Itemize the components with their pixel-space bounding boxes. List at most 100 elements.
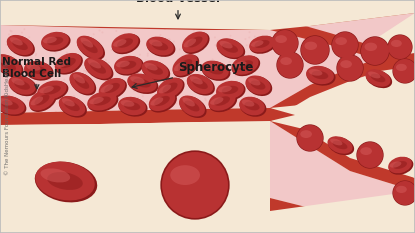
- Ellipse shape: [390, 161, 401, 168]
- Ellipse shape: [204, 98, 206, 99]
- Ellipse shape: [232, 50, 234, 52]
- Ellipse shape: [71, 57, 73, 59]
- Ellipse shape: [1, 100, 19, 110]
- Ellipse shape: [85, 58, 113, 80]
- Ellipse shape: [171, 110, 173, 111]
- Ellipse shape: [225, 89, 227, 90]
- Ellipse shape: [97, 106, 99, 109]
- Ellipse shape: [187, 74, 215, 96]
- Ellipse shape: [0, 59, 16, 71]
- Ellipse shape: [21, 32, 23, 34]
- Ellipse shape: [59, 96, 87, 118]
- Ellipse shape: [356, 141, 383, 169]
- Ellipse shape: [12, 60, 14, 62]
- Ellipse shape: [27, 99, 29, 101]
- Ellipse shape: [179, 96, 205, 116]
- Polygon shape: [270, 16, 415, 70]
- Ellipse shape: [228, 61, 230, 63]
- Ellipse shape: [70, 72, 96, 96]
- Ellipse shape: [93, 107, 95, 109]
- Ellipse shape: [5, 103, 7, 105]
- Ellipse shape: [257, 82, 259, 84]
- Ellipse shape: [201, 61, 229, 79]
- Ellipse shape: [69, 72, 95, 94]
- Ellipse shape: [51, 100, 53, 103]
- Ellipse shape: [208, 91, 235, 111]
- Ellipse shape: [6, 71, 8, 73]
- Ellipse shape: [31, 96, 43, 105]
- Ellipse shape: [173, 97, 176, 99]
- Ellipse shape: [221, 54, 223, 56]
- Ellipse shape: [159, 34, 161, 36]
- Ellipse shape: [195, 45, 197, 47]
- Ellipse shape: [118, 110, 120, 112]
- Ellipse shape: [35, 87, 37, 89]
- Ellipse shape: [73, 74, 85, 83]
- Ellipse shape: [0, 56, 11, 65]
- Ellipse shape: [23, 28, 25, 30]
- Ellipse shape: [113, 95, 115, 97]
- Ellipse shape: [254, 35, 256, 38]
- Ellipse shape: [55, 53, 81, 73]
- Ellipse shape: [11, 64, 13, 66]
- Ellipse shape: [237, 60, 253, 70]
- Ellipse shape: [188, 51, 190, 53]
- Ellipse shape: [199, 49, 201, 51]
- Ellipse shape: [309, 69, 322, 76]
- Ellipse shape: [7, 35, 35, 57]
- Ellipse shape: [242, 84, 244, 86]
- Ellipse shape: [149, 91, 177, 113]
- Ellipse shape: [388, 157, 412, 173]
- Ellipse shape: [236, 69, 238, 70]
- Ellipse shape: [182, 31, 208, 52]
- Ellipse shape: [121, 100, 134, 107]
- Ellipse shape: [217, 39, 245, 59]
- Ellipse shape: [306, 66, 334, 84]
- Ellipse shape: [371, 74, 386, 82]
- Ellipse shape: [276, 51, 304, 79]
- Ellipse shape: [99, 79, 127, 99]
- Ellipse shape: [154, 73, 156, 75]
- Ellipse shape: [112, 34, 140, 54]
- Ellipse shape: [55, 53, 83, 75]
- Ellipse shape: [83, 108, 85, 110]
- Ellipse shape: [78, 114, 80, 116]
- Ellipse shape: [43, 86, 61, 95]
- Ellipse shape: [35, 54, 37, 56]
- Ellipse shape: [214, 96, 230, 106]
- Ellipse shape: [227, 54, 228, 56]
- Ellipse shape: [357, 142, 383, 168]
- Ellipse shape: [63, 110, 66, 112]
- Ellipse shape: [56, 71, 58, 73]
- Ellipse shape: [88, 100, 89, 102]
- Ellipse shape: [340, 60, 352, 68]
- Ellipse shape: [36, 72, 38, 74]
- Ellipse shape: [24, 61, 54, 81]
- Text: © The Nemours Foundation/KidsHealth®: © The Nemours Foundation/KidsHealth®: [5, 61, 10, 175]
- Ellipse shape: [35, 161, 95, 200]
- Ellipse shape: [130, 76, 145, 83]
- Ellipse shape: [162, 82, 178, 93]
- Ellipse shape: [35, 53, 37, 55]
- Ellipse shape: [251, 41, 264, 47]
- Polygon shape: [270, 30, 415, 108]
- Ellipse shape: [168, 39, 171, 41]
- Ellipse shape: [211, 93, 213, 95]
- Ellipse shape: [111, 49, 113, 51]
- Ellipse shape: [182, 77, 184, 79]
- Polygon shape: [270, 108, 415, 191]
- Ellipse shape: [79, 103, 81, 104]
- Ellipse shape: [101, 61, 103, 63]
- Ellipse shape: [388, 157, 413, 175]
- Ellipse shape: [193, 36, 195, 38]
- Ellipse shape: [10, 30, 11, 32]
- Ellipse shape: [193, 29, 195, 31]
- Ellipse shape: [312, 71, 328, 79]
- Ellipse shape: [368, 72, 381, 78]
- Ellipse shape: [248, 37, 250, 38]
- Ellipse shape: [240, 95, 242, 96]
- Ellipse shape: [89, 97, 104, 104]
- Ellipse shape: [184, 82, 186, 84]
- Ellipse shape: [189, 96, 191, 98]
- Ellipse shape: [337, 55, 363, 81]
